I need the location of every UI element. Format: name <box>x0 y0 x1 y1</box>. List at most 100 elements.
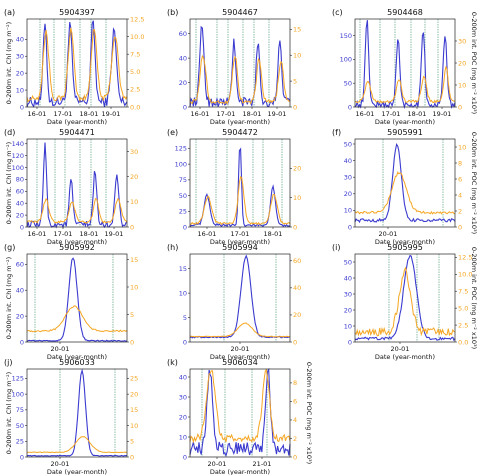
right-tick-label: 15 <box>293 26 301 34</box>
right-tick-label: 30 <box>458 37 466 45</box>
right-tick-label: 10 <box>293 52 301 60</box>
x-axis-label: Date (year-month) <box>210 118 270 126</box>
chl-series-line <box>189 147 291 228</box>
right-tick-label: 10.0 <box>458 271 472 279</box>
left-tick-label: 10 <box>16 86 24 94</box>
x-tick-label: 17-01 <box>54 110 73 118</box>
left-tick-label: 100 <box>12 164 24 172</box>
x-tick-label: 20-01 <box>51 345 70 353</box>
left-tick-label: 0 <box>183 338 187 346</box>
left-tick-label: 100 <box>340 56 352 64</box>
right-axis-label: 0-200m int. POC (mg m⁻² x10³) <box>470 132 478 234</box>
right-tick-label: 30 <box>130 148 138 156</box>
right-tick-label: 4 <box>458 191 462 199</box>
panel-c: (c) 5904468 0 50 100 150 0 10 20 30 16-01 17-01 18-0… <box>332 8 478 126</box>
left-tick-label: 0 <box>348 338 352 346</box>
right-tick-label: 2.5 <box>458 321 468 329</box>
plot-frame <box>26 138 128 228</box>
x-tick-label: 16-01 <box>191 110 210 118</box>
plot-frame <box>189 138 291 228</box>
plot-frame <box>189 18 291 108</box>
left-tick-label: 20 <box>16 69 24 77</box>
right-tick-label: 0 <box>293 453 297 461</box>
left-tick-label: 120 <box>12 152 24 160</box>
x-tick-label: 17-01 <box>54 230 73 238</box>
panel-title: 5905995 <box>387 243 423 252</box>
right-tick-label: 25 <box>130 375 138 383</box>
left-tick-label: 50 <box>16 422 24 430</box>
left-tick-label: 0 <box>20 453 24 461</box>
x-tick-label: 20-01 <box>391 345 410 353</box>
right-tick-label: 10 <box>458 143 466 151</box>
right-tick-label: 0 <box>293 103 297 111</box>
panel-letter: (h) <box>167 243 178 252</box>
chl-series-line <box>354 254 456 342</box>
panel-a: (a) 5904397 0 10 20 30 40 0.0 2.5 5.0 7.5 10.0 12.5 1… <box>4 8 144 126</box>
right-tick-label: 10 <box>293 194 301 202</box>
right-tick-label: 6 <box>458 175 462 183</box>
x-axis-label: Date (year-month) <box>210 353 270 361</box>
right-tick-label: 10 <box>130 283 138 291</box>
left-tick-label: 60 <box>16 188 24 196</box>
right-tick-label: 5.0 <box>130 68 140 76</box>
right-tick-label: 0.0 <box>130 103 140 111</box>
left-tick-label: 20 <box>16 312 24 320</box>
x-tick-label: 18-01 <box>408 110 427 118</box>
left-tick-label: 0 <box>183 223 187 231</box>
panel-title: 5904468 <box>387 8 423 17</box>
left-tick-label: 10 <box>179 289 187 297</box>
x-tick-label: 20-01 <box>51 460 70 468</box>
chl-series-line <box>189 25 291 107</box>
left-tick-label: 20 <box>179 413 187 421</box>
right-tick-label: 2 <box>293 435 297 443</box>
x-axis-label: Date (year-month) <box>47 118 107 126</box>
panel-j: (j) 5906033 0 25 50 75 100 125 0 5 10 15 20 25 20-01Da… <box>4 358 138 475</box>
right-tick-label: 8 <box>458 159 462 167</box>
right-axis-label: 0-200m int. POC (mg m⁻² x10³) <box>305 362 313 464</box>
x-tick-label: 18-01 <box>80 230 99 238</box>
x-tick-label: 16-01 <box>28 230 47 238</box>
left-tick-label: 30 <box>344 173 352 181</box>
left-tick-label: 20 <box>344 190 352 198</box>
x-tick-label: 20-01 <box>379 230 398 238</box>
x-tick-label: 18-01 <box>243 110 262 118</box>
x-tick-label: 16-01 <box>198 230 217 238</box>
left-tick-label: 0 <box>183 103 187 111</box>
x-axis-label: Date (year-month) <box>375 238 435 246</box>
left-tick-label: 140 <box>12 140 24 148</box>
panel-title: 5904397 <box>59 8 95 17</box>
x-tick-label: 19-01 <box>433 110 452 118</box>
poc-series-line <box>26 197 128 224</box>
chl-series-line <box>26 257 128 342</box>
right-tick-label: 2 <box>458 207 462 215</box>
right-tick-label: 5 <box>293 77 297 85</box>
left-tick-label: 50 <box>344 258 352 266</box>
chl-series-line <box>26 20 128 108</box>
right-tick-label: 0 <box>130 453 134 461</box>
poc-series-line <box>354 66 456 104</box>
left-tick-label: 10 <box>344 322 352 330</box>
x-axis-label: Date (year-month) <box>47 353 107 361</box>
left-tick-label: 20 <box>16 211 24 219</box>
x-tick-label: 17-01 <box>231 230 250 238</box>
left-axis-label: 0-200m int. Chl (mg m⁻²) <box>5 142 13 224</box>
left-tick-label: 0 <box>20 223 24 231</box>
left-tick-label: 50 <box>179 192 187 200</box>
poc-series-line <box>190 175 291 226</box>
left-tick-label: 40 <box>16 36 24 44</box>
left-tick-label: 150 <box>340 32 352 40</box>
left-tick-label: 75 <box>179 176 187 184</box>
poc-series-line <box>189 322 291 338</box>
left-tick-label: 40 <box>179 54 187 62</box>
x-axis-label: Date (year-month) <box>210 468 270 475</box>
right-tick-label: 6 <box>293 398 297 406</box>
panel-title: 5906033 <box>59 358 95 367</box>
left-tick-label: 0 <box>20 103 24 111</box>
left-tick-label: 100 <box>175 160 187 168</box>
plot-frame <box>26 253 128 343</box>
left-tick-label: 15 <box>179 265 187 273</box>
poc-series-line <box>26 305 128 333</box>
